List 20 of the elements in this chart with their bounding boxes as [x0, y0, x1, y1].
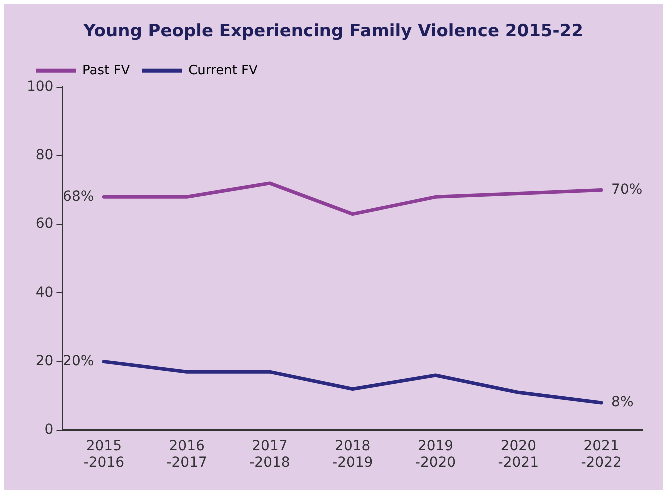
y-tick-label: 100 [26, 79, 54, 96]
chart-title: Young People Experiencing Family Violence 2015-22 [82, 22, 584, 42]
legend-label: Past FV [82, 63, 130, 78]
y-tick-label: 20 [36, 353, 54, 370]
x-tick-label: 2017 -2018 [250, 438, 290, 472]
x-tick-label: 2018 -2019 [332, 438, 374, 472]
x-tick-label: 2019 -2020 [415, 438, 456, 472]
x-tick-label: 2016 -2017 [166, 438, 208, 472]
data-label: 8% [612, 394, 634, 411]
y-tick-label: 0 [44, 422, 54, 438]
data-label: 20% [63, 353, 94, 370]
y-tick-label: 40 [36, 284, 54, 301]
x-tick-label: 2021 -2022 [581, 438, 622, 472]
data-label: 70% [612, 182, 643, 198]
y-tick-label: 80 [36, 148, 54, 164]
x-tick-label: 2020 -2021 [498, 438, 539, 472]
data-label: 68% [63, 188, 94, 205]
x-tick-label: 2015 -2016 [84, 438, 125, 472]
legend-label: Current FV [188, 63, 258, 78]
y-tick-label: 60 [36, 216, 54, 232]
